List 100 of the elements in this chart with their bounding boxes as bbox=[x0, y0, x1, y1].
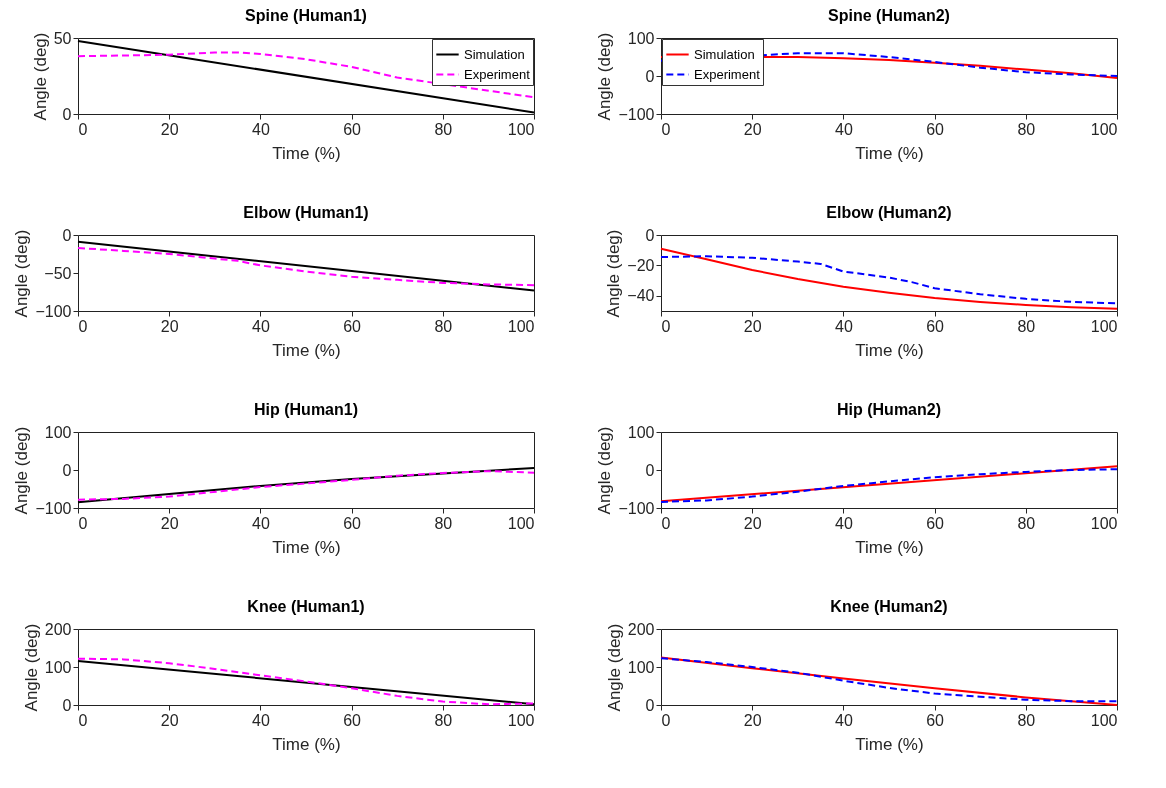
x-tick-label: 20 bbox=[160, 317, 179, 335]
y-tick-label: 0 bbox=[62, 461, 72, 479]
x-axis-title: Time (%) bbox=[855, 734, 924, 754]
y-axis-title: Angle (deg) bbox=[604, 229, 624, 318]
x-axis-title: Time (%) bbox=[272, 143, 341, 163]
chart-title: Knee (Human2) bbox=[830, 598, 948, 615]
chart-title: Hip (Human2) bbox=[837, 401, 941, 418]
y-axis-title: Angle (deg) bbox=[604, 623, 624, 712]
line-series bbox=[660, 255, 1118, 305]
x-tick-label: 20 bbox=[743, 514, 762, 532]
y-tick-label: 0 bbox=[645, 461, 655, 479]
x-tick-label: 0 bbox=[661, 120, 671, 138]
chart-title: Knee (Human1) bbox=[247, 598, 365, 615]
y-tick-label: 0 bbox=[62, 226, 72, 244]
x-tick-label: 0 bbox=[78, 120, 88, 138]
y-tick-label: 0 bbox=[645, 696, 655, 714]
x-tick-label: 40 bbox=[252, 120, 270, 138]
x-tick-label: 80 bbox=[1017, 120, 1036, 138]
x-tick-label: 20 bbox=[160, 514, 179, 532]
x-tick-label: 60 bbox=[926, 514, 945, 532]
x-tick-label: 0 bbox=[661, 317, 671, 335]
y-tick-label: 100 bbox=[627, 658, 655, 676]
y-axis-title: Angle (deg) bbox=[12, 229, 32, 318]
x-tick-label: 60 bbox=[343, 711, 362, 729]
x-tick-label: 80 bbox=[434, 317, 453, 335]
x-tick-label: 80 bbox=[1017, 514, 1036, 532]
y-tick-label: −100 bbox=[35, 499, 72, 517]
x-tick-label: 60 bbox=[926, 711, 945, 729]
y-tick-label: −100 bbox=[35, 302, 72, 320]
y-tick-label: 0 bbox=[62, 696, 72, 714]
x-tick-label: 100 bbox=[1090, 711, 1118, 729]
y-tick-label: 200 bbox=[44, 620, 72, 638]
y-axis-title: Angle (deg) bbox=[595, 32, 615, 121]
x-tick-label: 80 bbox=[1017, 317, 1036, 335]
y-tick-label: 100 bbox=[627, 29, 655, 47]
x-tick-label: 0 bbox=[78, 711, 88, 729]
x-axis-title: Time (%) bbox=[272, 734, 341, 754]
y-axis-title: Angle (deg) bbox=[595, 426, 615, 515]
y-tick-label: 50 bbox=[53, 29, 72, 47]
chart-title: Spine (Human1) bbox=[245, 7, 367, 24]
y-tick-label: 100 bbox=[627, 423, 655, 441]
x-tick-label: 40 bbox=[835, 317, 853, 335]
y-tick-label: −20 bbox=[627, 256, 655, 274]
x-tick-label: 20 bbox=[743, 120, 762, 138]
chart-title: Hip (Human1) bbox=[254, 401, 358, 418]
x-tick-label: 60 bbox=[343, 317, 362, 335]
x-tick-label: 40 bbox=[835, 711, 853, 729]
legend-label: Simulation bbox=[694, 46, 755, 62]
x-tick-label: 40 bbox=[252, 514, 270, 532]
x-tick-label: 0 bbox=[661, 711, 671, 729]
y-tick-label: 0 bbox=[645, 67, 655, 85]
line-series bbox=[77, 51, 535, 99]
x-axis-title: Time (%) bbox=[272, 537, 341, 557]
x-tick-label: 80 bbox=[434, 711, 453, 729]
legend-label: Experiment bbox=[464, 66, 531, 82]
x-tick-label: 20 bbox=[743, 317, 762, 335]
x-tick-label: 100 bbox=[507, 120, 535, 138]
x-tick-label: 100 bbox=[507, 514, 535, 532]
y-tick-label: −100 bbox=[618, 499, 655, 517]
x-axis-title: Time (%) bbox=[855, 340, 924, 360]
y-axis-title: Angle (deg) bbox=[12, 426, 32, 515]
legend-label: Experiment bbox=[694, 66, 761, 82]
x-tick-label: 80 bbox=[434, 120, 453, 138]
line-series bbox=[77, 246, 535, 287]
x-tick-label: 0 bbox=[78, 514, 88, 532]
y-axis-title: Angle (deg) bbox=[21, 623, 41, 712]
x-tick-label: 0 bbox=[661, 514, 671, 532]
y-tick-label: −40 bbox=[627, 287, 655, 305]
line-series bbox=[660, 247, 1118, 310]
x-tick-label: 20 bbox=[160, 120, 179, 138]
y-axis-title: Angle (deg) bbox=[30, 32, 50, 121]
legend-label: Simulation bbox=[464, 46, 525, 62]
y-tick-label: 200 bbox=[627, 620, 655, 638]
y-tick-label: −100 bbox=[618, 105, 655, 123]
x-tick-label: 60 bbox=[926, 120, 945, 138]
x-tick-label: 40 bbox=[835, 514, 853, 532]
x-tick-label: 20 bbox=[160, 711, 179, 729]
x-tick-label: 60 bbox=[343, 120, 362, 138]
y-tick-label: 0 bbox=[645, 226, 655, 244]
x-tick-label: 40 bbox=[252, 317, 270, 335]
x-tick-label: 40 bbox=[252, 711, 270, 729]
x-tick-label: 60 bbox=[343, 514, 362, 532]
x-tick-label: 100 bbox=[1090, 120, 1118, 138]
y-tick-label: 100 bbox=[44, 658, 72, 676]
x-tick-label: 20 bbox=[743, 711, 762, 729]
y-tick-label: −50 bbox=[44, 264, 72, 282]
x-axis-title: Time (%) bbox=[855, 143, 924, 163]
x-tick-label: 80 bbox=[1017, 711, 1036, 729]
x-tick-label: 80 bbox=[434, 514, 453, 532]
x-tick-label: 100 bbox=[1090, 514, 1118, 532]
chart-title: Spine (Human2) bbox=[828, 7, 950, 24]
x-tick-label: 0 bbox=[78, 317, 88, 335]
x-tick-label: 60 bbox=[926, 317, 945, 335]
x-axis-title: Time (%) bbox=[855, 537, 924, 557]
x-tick-label: 40 bbox=[835, 120, 853, 138]
chart-title: Elbow (Human1) bbox=[243, 204, 369, 221]
x-axis-title: Time (%) bbox=[272, 340, 341, 360]
y-tick-label: 100 bbox=[44, 423, 72, 441]
y-tick-label: 0 bbox=[62, 105, 72, 123]
x-tick-label: 100 bbox=[1090, 317, 1118, 335]
